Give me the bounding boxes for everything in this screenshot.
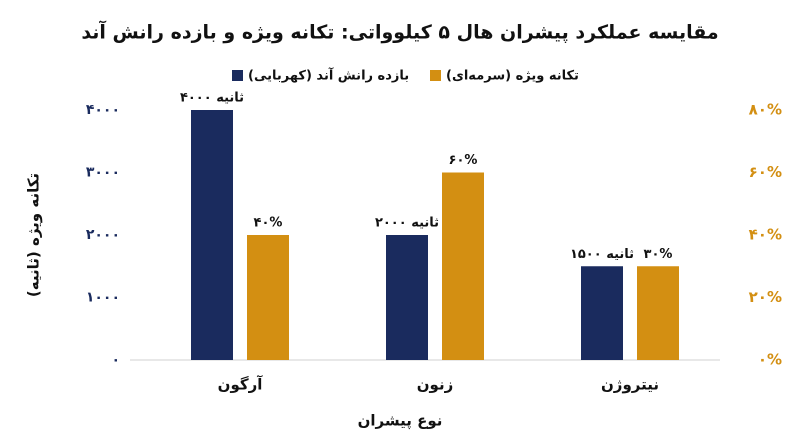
data-label: ۱۵۰۰ ثانیه [570,247,634,262]
data-label: ۲۰۰۰ ثانیه [375,216,439,231]
y2-tick-label: ۰% [758,351,782,369]
legend-swatch [430,70,441,81]
x-axis-title: نوع پیشران [358,412,443,431]
bar [581,266,623,360]
legend-swatch [232,70,243,81]
y2-tick-label: ۶۰% [749,163,782,181]
bar [637,266,679,360]
legend-label: تکانه ویژه (سرمه‌ای) [446,69,579,84]
x-tick-label: آرگون [218,376,264,394]
data-label: ۶۰% [449,153,478,168]
bar [247,235,289,360]
bar [191,110,233,360]
y-tick-label: ۲۰۰۰ [86,227,120,243]
y-tick-label: ۰ [111,352,120,368]
y-axis-title: تکانه ویژه (ثانیه) [25,173,43,297]
data-label: ۳۰% [644,247,673,262]
x-tick-label: نیتروژن [601,376,659,394]
y2-tick-label: ۴۰% [749,226,782,244]
bar [442,172,484,360]
legend-label: بازده رانش آند (کهربایی) [248,67,409,84]
data-label: ۴۰% [254,216,283,231]
y-tick-label: ۱۰۰۰ [86,290,120,306]
y-tick-label: ۳۰۰۰ [86,165,120,181]
chart-title: مقایسه عملکرد پیشران هال ۵ کیلوواتی: تکا… [81,20,718,44]
y-tick-label: ۴۰۰۰ [86,102,120,118]
y2-tick-label: ۲۰% [749,288,782,306]
x-tick-label: زنون [417,376,453,394]
bar [386,235,428,360]
data-label: ۴۰۰۰ ثانیه [180,91,244,106]
y2-tick-label: ۸۰% [749,101,782,119]
